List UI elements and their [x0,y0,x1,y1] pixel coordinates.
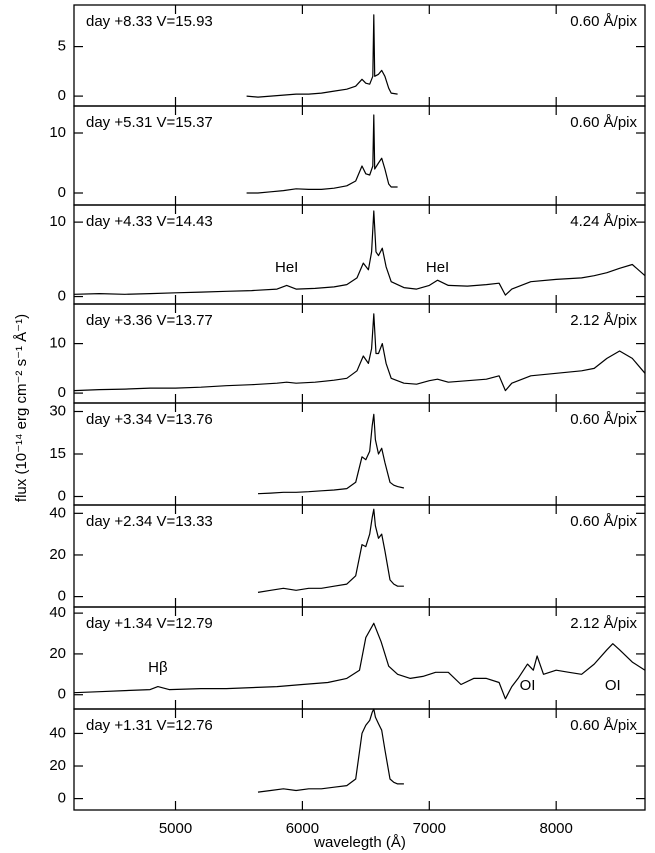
y-tick-label: 10 [49,335,66,352]
resolution-label: 4.24 Å/pix [570,213,637,230]
panel-title: day +1.34 V=12.79 [86,615,213,632]
x-axis-label: wavelegth (Å) [313,834,406,851]
resolution-label: 0.60 Å/pix [570,411,637,428]
y-tick-label: 40 [49,724,66,741]
y-axis-label: flux (10⁻¹⁴ erg cm⁻² s⁻¹ Å⁻¹) [13,314,30,502]
y-tick-label: 20 [49,645,66,662]
spectrum [73,210,646,296]
resolution-label: 0.60 Å/pix [570,717,637,734]
y-tick-label: 0 [58,790,66,807]
spectrum [257,413,405,495]
y-tick-label: 20 [49,546,66,563]
y-tick-label: 0 [58,87,66,104]
panel-title: day +5.31 V=15.37 [86,114,213,131]
spectrum [246,14,398,98]
x-tick-label: 7000 [413,820,446,837]
y-tick-label: 30 [49,402,66,419]
spectrum [257,508,404,593]
resolution-label: 0.60 Å/pix [570,13,637,30]
y-tick-label: 5 [58,38,66,55]
resolution-label: 0.60 Å/pix [570,114,637,131]
y-tick-label: 20 [49,757,66,774]
panel-frame [73,708,646,811]
y-tick-label: 0 [58,184,66,201]
y-tick-label: 0 [58,288,66,305]
line-annotation: OI [605,677,621,694]
y-tick-label: 40 [49,504,66,521]
line-annotation: HeI [426,259,449,276]
spectrum [73,313,646,392]
y-tick-label: 0 [58,487,66,504]
y-tick-label: 0 [58,384,66,401]
panel-title: day +3.36 V=13.77 [86,312,213,329]
line-annotation: OI [520,677,536,694]
panel-title: day +8.33 V=15.93 [86,13,213,30]
line-annotation: Hβ [148,659,168,676]
y-tick-label: 0 [58,588,66,605]
panel-title: day +4.33 V=14.43 [86,213,213,230]
panel-title: day +3.34 V=13.76 [86,411,213,428]
spectrum [257,708,404,793]
panel-title: day +1.31 V=12.76 [86,717,213,734]
y-tick-label: 10 [49,124,66,141]
y-tick-label: 10 [49,213,66,230]
y-tick-label: 0 [58,686,66,703]
y-tick-label: 15 [49,445,66,462]
y-tick-label: 40 [49,604,66,621]
resolution-label: 2.12 Å/pix [570,312,637,329]
spectrum [246,114,398,194]
x-tick-label: 8000 [539,820,572,837]
spectrum [73,622,646,700]
resolution-label: 0.60 Å/pix [570,513,637,530]
line-annotation: HeI [275,259,298,276]
x-tick-label: 5000 [159,820,192,837]
panel-title: day +2.34 V=13.33 [86,513,213,530]
resolution-label: 2.12 Å/pix [570,615,637,632]
x-tick-label: 6000 [286,820,319,837]
